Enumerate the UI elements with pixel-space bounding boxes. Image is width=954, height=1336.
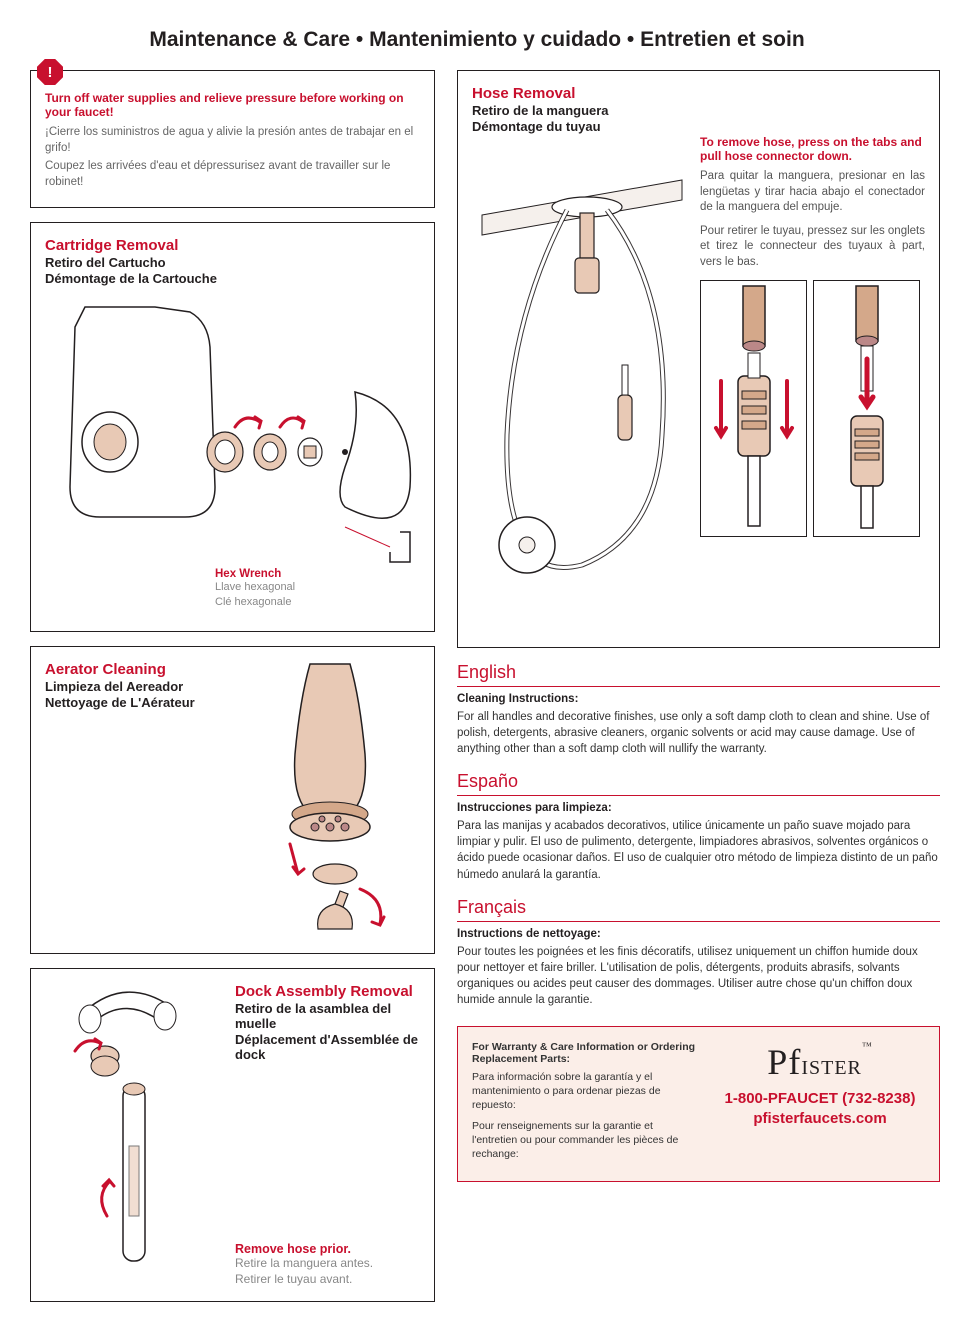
warn-fr: Coupez les arrivées d'eau et dépressuris… [45,159,420,190]
page-title: Maintenance & Care • Mantenimiento y cui… [30,28,924,52]
contact-title: For Warranty & Care Information or Order… [472,1041,697,1065]
hex-fr: Clé hexagonale [215,595,295,609]
lang-fr-sub: Instructions de nettoyage: [457,928,940,940]
hose-title: Hose Removal [472,85,692,102]
hex-en: Hex Wrench [215,568,295,580]
contact-box: For Warranty & Care Information or Order… [457,1026,940,1182]
dock-remove-fr: Retirer le tuyau avant. [235,1272,420,1288]
hose-detail-1 [700,280,807,537]
lang-es-body: Para las manijas y acabados decorativos,… [457,818,940,882]
dock-diagram [45,981,225,1276]
dock-box: Dock Assembly Removal Retiro de la asamb… [30,968,435,1302]
cartridge-box: Cartridge Removal Retiro del Cartucho Dé… [30,222,435,632]
dock-es: Retiro de la asamblea del muelle [235,1001,420,1031]
cartridge-title: Cartridge Removal [45,237,420,254]
cartridge-diagram [45,287,425,587]
cleaning-section: English Cleaning Instructions: For all h… [457,662,940,1008]
phone: 1-800-PFAUCET (732-8238) [715,1089,925,1109]
lang-en-header: English [457,662,940,687]
hose-body-fr: Pour retirer le tuyau, pressez sur les o… [700,224,925,271]
lang-fr-header: Français [457,897,940,922]
contact-es: Para información sobre la garantía y el … [472,1070,697,1113]
hose-body-es: Para quitar la manguera, presionar en la… [700,169,925,216]
hose-instr-en: To remove hose, press on the tabs and pu… [700,135,925,163]
aerator-title: Aerator Cleaning [45,661,232,678]
lang-en-body: For all handles and decorative finishes,… [457,709,940,757]
hose-detail-2 [813,280,920,537]
aerator-es: Limpieza del Aereador [45,679,232,694]
aerator-box: Aerator Cleaning Limpieza del Aereador N… [30,646,435,954]
warn-es: ¡Cierre los suministros de agua y alivie… [45,125,420,156]
hose-box: Hose Removal Retiro de la manguera Démon… [457,70,940,648]
aerator-fr: Nettoyage de L'Aérateur [45,695,232,710]
warning-box: ! Turn off water supplies and relieve pr… [30,70,435,208]
lang-en-sub: Cleaning Instructions: [457,693,940,705]
lang-es-header: Españo [457,771,940,796]
website: pfisterfaucets.com [715,1109,925,1129]
warning-icon: ! [37,59,63,85]
contact-fr: Pour renseignements sur la garantie et l… [472,1119,697,1162]
dock-fr: Déplacement d'Assemblée de dock [235,1032,420,1062]
hose-main-diagram [472,115,692,585]
cartridge-fr: Démontage de la Cartouche [45,271,420,286]
cartridge-es: Retiro del Cartucho [45,255,420,270]
dock-remove-en: Remove hose prior. [235,1242,420,1256]
warn-en: Turn off water supplies and relieve pres… [45,91,420,119]
dock-title: Dock Assembly Removal [235,983,420,1000]
aerator-diagram [240,659,420,939]
dock-remove-es: Retire la manguera antes. [235,1256,420,1272]
hex-es: Llave hexagonal [215,580,295,594]
lang-es-sub: Instrucciones para limpieza: [457,802,940,814]
brand-logo: Pfister™ [715,1041,925,1083]
lang-fr-body: Pour toutes les poignées et les finis dé… [457,944,940,1008]
